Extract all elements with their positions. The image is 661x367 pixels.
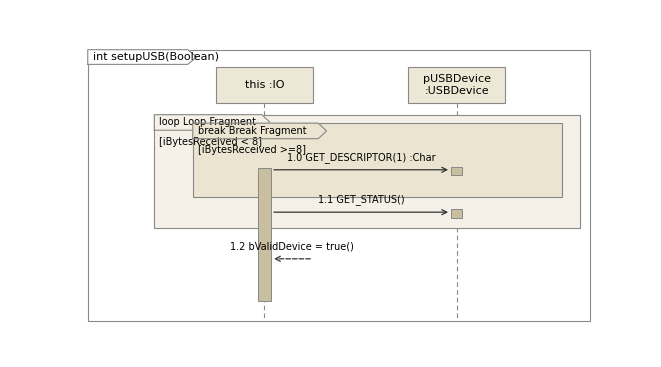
Text: [iBytesReceived >=8]: [iBytesReceived >=8] [198,145,306,155]
Text: 1.2 bValidDevice = true(): 1.2 bValidDevice = true() [230,242,354,252]
Bar [451,167,462,175]
Text: 1.1 GET_STATUS(): 1.1 GET_STATUS() [318,194,405,205]
Bar [408,67,505,103]
Bar [215,67,313,103]
Text: break Break Fragment: break Break Fragment [198,126,307,136]
Bar [193,123,562,197]
Polygon shape [193,123,327,139]
Bar [155,115,580,228]
Text: pUSBDevice
:USBDevice: pUSBDevice :USBDevice [422,74,490,96]
Text: loop Loop Fragment: loop Loop Fragment [159,117,256,127]
Bar [451,209,462,218]
Text: this :IO: this :IO [245,80,284,90]
Text: int setupUSB(Boolean): int setupUSB(Boolean) [93,52,219,62]
Polygon shape [155,115,270,130]
Text: 1.0 GET_DESCRIPTOR(1) :Char: 1.0 GET_DESCRIPTOR(1) :Char [287,152,436,163]
Text: [iBytesReceived < 8]: [iBytesReceived < 8] [159,137,262,146]
Bar [258,168,271,301]
Polygon shape [88,50,197,64]
